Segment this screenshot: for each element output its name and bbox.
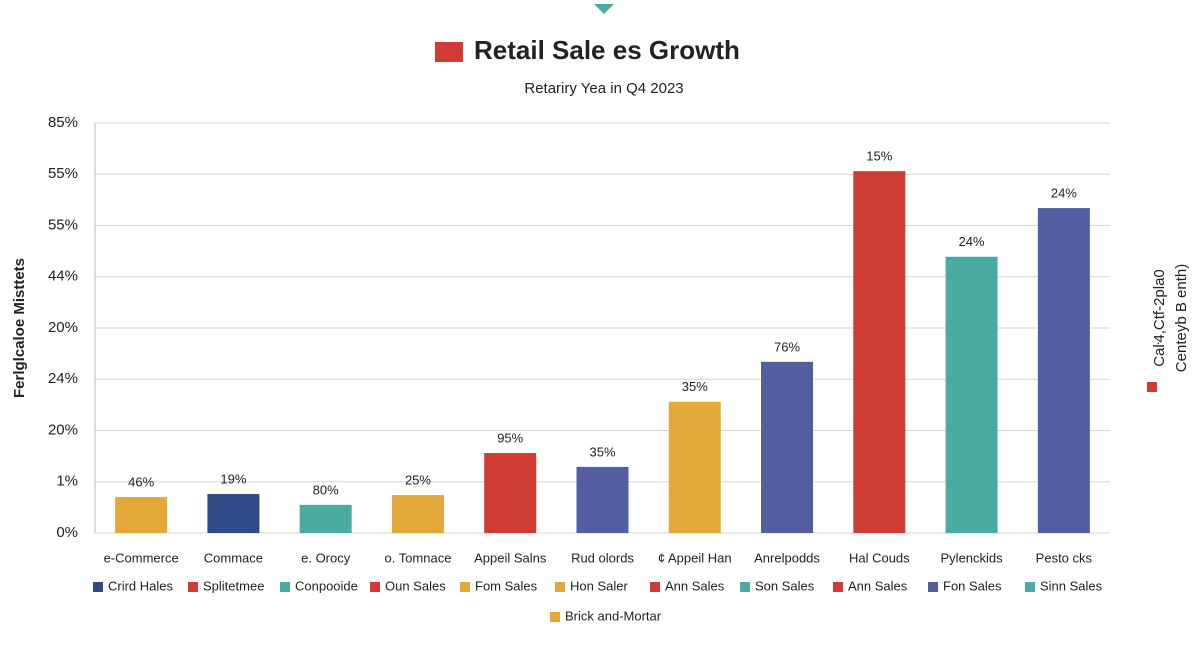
- legend-label: Ann Sales: [665, 578, 725, 593]
- side-legend-marker: [1147, 382, 1157, 392]
- value-label: 25%: [405, 473, 431, 488]
- value-label: 95%: [497, 430, 523, 445]
- legend-swatch: [555, 582, 565, 592]
- legend-swatch: [740, 582, 750, 592]
- legend-label: Fon Sales: [943, 578, 1002, 593]
- bar: [945, 256, 998, 533]
- x-tick-label: Pesto cks: [1036, 550, 1093, 565]
- x-tick-label: o. Tomnace: [384, 550, 451, 565]
- legend-label: Crird Hales: [108, 578, 174, 593]
- value-label: 15%: [866, 149, 892, 164]
- x-tick-label: Appeil Salns: [474, 550, 547, 565]
- x-tick-label: Commace: [204, 550, 263, 565]
- y-tick-label: 20%: [48, 421, 78, 438]
- value-label: 24%: [1051, 186, 1077, 201]
- bar: [299, 504, 352, 533]
- bar: [1037, 208, 1090, 533]
- y-tick-label: 1%: [56, 473, 78, 490]
- legend-label: Fom Sales: [475, 578, 538, 593]
- x-tick-label: e. Orocy: [301, 550, 351, 565]
- bar: [484, 453, 537, 533]
- bar: [207, 494, 260, 533]
- legend-swatch: [550, 612, 560, 622]
- legend-swatch: [833, 582, 843, 592]
- legend-swatch: [188, 582, 198, 592]
- legend-label: Splitetmee: [203, 578, 264, 593]
- y-tick-label: 55%: [48, 216, 78, 233]
- x-tick-label: Rud olords: [571, 550, 634, 565]
- x-tick-label: Hal Couds: [849, 550, 910, 565]
- y-tick-label: 0%: [56, 524, 78, 541]
- x-tick-label: Anrelpodds: [754, 550, 820, 565]
- legend-label: Sinn Sales: [1040, 578, 1103, 593]
- legend-swatch: [370, 582, 380, 592]
- bar: [576, 466, 629, 533]
- y-tick-label: 55%: [48, 165, 78, 182]
- legend-swatch: [650, 582, 660, 592]
- x-tick-label: Pylenckids: [941, 550, 1004, 565]
- x-tick-label: e-Commerce: [104, 550, 179, 565]
- x-tick-label: ¢ Appeil Han: [658, 550, 732, 565]
- value-label: 35%: [682, 379, 708, 394]
- legend-swatch: [928, 582, 938, 592]
- legend-label: Hon Saler: [570, 578, 628, 593]
- value-label: 46%: [128, 475, 154, 490]
- legend-swatch: [1025, 582, 1035, 592]
- chart-subtitle: Retariry Yea in Q4 2023: [524, 80, 683, 97]
- y-axis-title: Ferlglcaloe Misttets: [11, 258, 28, 398]
- legend-swatch: [460, 582, 470, 592]
- y-tick-label: 85%: [48, 114, 78, 131]
- legend-swatch: [93, 582, 103, 592]
- value-label: 76%: [774, 339, 800, 354]
- legend-label: Son Sales: [755, 578, 815, 593]
- bar: [761, 361, 814, 533]
- y-tick-label: 24%: [48, 370, 78, 387]
- bar: [853, 171, 906, 534]
- y-tick-label: 44%: [48, 268, 78, 285]
- legend-swatch: [280, 582, 290, 592]
- y-tick-label: 20%: [48, 319, 78, 336]
- legend-label: Brick and-Mortar: [565, 608, 662, 623]
- value-label: 80%: [313, 482, 339, 497]
- bar: [391, 495, 444, 533]
- bar: [668, 401, 721, 533]
- value-label: 24%: [959, 234, 985, 249]
- top-indicator: [594, 4, 614, 14]
- legend-label: Conpooide: [295, 578, 358, 593]
- legend-label: Ann Sales: [848, 578, 908, 593]
- side-legend-label: Caŀ4,Ctf-2pla0: [1151, 269, 1168, 367]
- value-label: 19%: [220, 471, 246, 486]
- value-label: 35%: [589, 444, 615, 459]
- side-legend-label: Centeyb B enth): [1173, 264, 1190, 372]
- chart-title: Retail Sale es Growth: [474, 35, 740, 65]
- bar: [115, 497, 168, 533]
- title-marker: [435, 42, 463, 62]
- legend-label: Oun Sales: [385, 578, 446, 593]
